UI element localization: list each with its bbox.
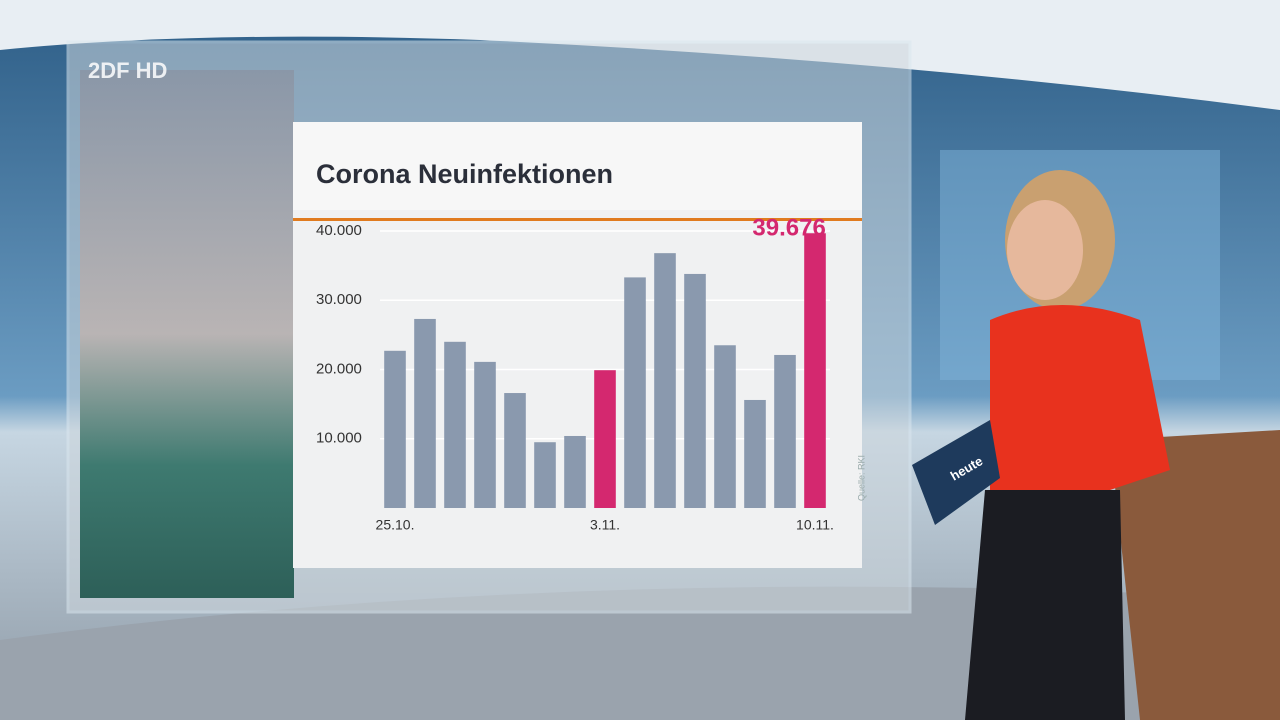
title-rule <box>293 218 862 221</box>
bar <box>564 435 586 508</box>
bar <box>474 361 496 508</box>
bar <box>414 318 436 508</box>
bar <box>804 233 826 508</box>
bar <box>684 273 706 508</box>
x-tick-label: 10.11. <box>796 517 834 533</box>
bar <box>534 442 556 508</box>
logo: 2DF HD <box>88 58 167 83</box>
bar <box>624 277 646 508</box>
bar <box>774 354 796 508</box>
photo <box>80 70 294 598</box>
source: Quelle: RKI <box>856 455 866 501</box>
y-tick-label: 40.000 <box>316 222 362 239</box>
floor <box>0 586 1280 720</box>
desk <box>1110 430 1280 720</box>
y-tick-label: 30.000 <box>316 291 362 308</box>
y-tick-label: 20.000 <box>316 360 362 377</box>
bar <box>504 393 526 508</box>
ceiling <box>0 0 1280 110</box>
bar <box>744 399 766 508</box>
presenter: heute <box>912 170 1170 720</box>
value-label: 39.676 <box>752 215 825 242</box>
bar <box>384 350 406 508</box>
trousers <box>965 490 1125 720</box>
x-tick-label: 3.11. <box>590 517 620 533</box>
y-tick-label: 10.000 <box>316 430 362 447</box>
bar <box>594 370 616 508</box>
bar <box>654 253 676 508</box>
title-bar <box>293 122 862 210</box>
chart-title: Corona Neuinfektionen <box>316 159 613 189</box>
x-tick-label: 25.10. <box>376 517 415 533</box>
blouse <box>990 305 1170 490</box>
bar <box>444 341 466 508</box>
face <box>1007 200 1083 300</box>
bar <box>714 345 736 508</box>
card <box>912 420 1000 525</box>
